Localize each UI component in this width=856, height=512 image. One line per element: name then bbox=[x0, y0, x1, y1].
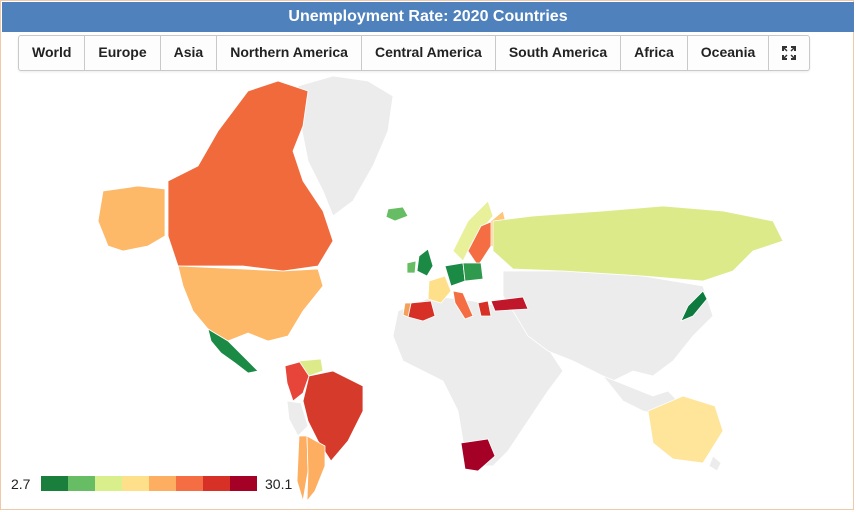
country-turkey[interactable] bbox=[490, 296, 529, 312]
legend-swatch bbox=[230, 476, 257, 491]
expand-icon bbox=[782, 46, 797, 60]
legend-swatch bbox=[122, 476, 150, 491]
legend-swatch bbox=[68, 476, 96, 491]
country-iceland[interactable] bbox=[385, 206, 409, 222]
country-japan[interactable] bbox=[680, 290, 708, 322]
tab-europe[interactable]: Europe bbox=[85, 36, 161, 70]
region-no-data bbox=[708, 455, 722, 472]
country-mexico[interactable] bbox=[207, 328, 259, 374]
country-russia[interactable] bbox=[492, 205, 784, 282]
map-title: Unemployment Rate: 2020 Countries bbox=[2, 2, 854, 32]
tab-south-america[interactable]: South America bbox=[496, 36, 622, 70]
fullscreen-button[interactable] bbox=[769, 36, 809, 70]
country-venezuela[interactable] bbox=[298, 358, 324, 377]
world-map bbox=[97, 75, 784, 503]
legend-swatch bbox=[149, 476, 177, 491]
tab-world[interactable]: World bbox=[19, 36, 86, 70]
country-ireland[interactable] bbox=[406, 260, 417, 274]
country-spain[interactable] bbox=[407, 300, 436, 322]
country-south-africa[interactable] bbox=[460, 438, 496, 472]
country-poland[interactable] bbox=[462, 262, 484, 282]
country-portugal[interactable] bbox=[402, 302, 412, 318]
country-norway[interactable] bbox=[452, 200, 494, 262]
tab-asia[interactable]: Asia bbox=[161, 36, 218, 70]
legend-gradient-bar bbox=[41, 476, 257, 491]
tab-africa[interactable]: Africa bbox=[621, 36, 688, 70]
country-france[interactable] bbox=[427, 275, 452, 304]
region-no-data bbox=[502, 270, 714, 382]
country-chile[interactable] bbox=[296, 435, 309, 502]
country-argentina[interactable] bbox=[306, 435, 326, 503]
country-united-states[interactable] bbox=[177, 265, 324, 342]
country-united-kingdom[interactable] bbox=[416, 248, 434, 277]
country-italy[interactable] bbox=[452, 290, 474, 320]
country-canada[interactable] bbox=[167, 80, 334, 272]
region-tab-bar: World Europe Asia Northern America Centr… bbox=[18, 35, 811, 71]
legend-swatch bbox=[203, 476, 231, 491]
region-no-data bbox=[297, 75, 394, 217]
country-peru[interactable] bbox=[286, 400, 309, 437]
country-brazil[interactable] bbox=[302, 370, 364, 462]
legend-min-value: 2.7 bbox=[11, 476, 31, 492]
tab-oceania[interactable]: Oceania bbox=[688, 36, 770, 70]
legend-swatch bbox=[95, 476, 123, 491]
legend-swatch bbox=[176, 476, 204, 491]
legend-max-value: 30.1 bbox=[265, 476, 293, 492]
country-greece[interactable] bbox=[477, 300, 492, 317]
legend-swatch bbox=[41, 476, 69, 491]
tab-central-america[interactable]: Central America bbox=[362, 36, 496, 70]
country-alaska-usa[interactable] bbox=[97, 185, 166, 252]
country-australia[interactable] bbox=[647, 395, 724, 464]
tab-northern-america[interactable]: Northern America bbox=[217, 36, 362, 70]
